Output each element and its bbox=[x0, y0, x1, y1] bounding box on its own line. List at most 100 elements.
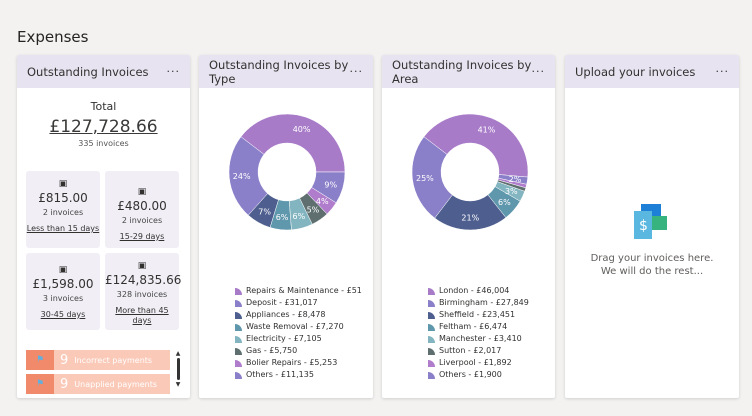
legend-item[interactable]: Electricity - £7,105 bbox=[235, 333, 362, 345]
donut-slice[interactable] bbox=[306, 187, 337, 215]
tile-amount: £815.00 bbox=[38, 191, 88, 205]
legend-item[interactable]: Manchester - £3,410 bbox=[428, 333, 529, 345]
tile-count: 2 invoices bbox=[42, 208, 84, 217]
legend-label: Sutton - £2,017 bbox=[439, 346, 502, 355]
legend-label: Electricity - £7,105 bbox=[246, 334, 322, 343]
donut-slice[interactable] bbox=[411, 136, 453, 219]
legend-item[interactable]: London - £46,004 bbox=[428, 285, 529, 297]
legend-item[interactable]: Appliances - £8,478 bbox=[235, 309, 362, 321]
donut-slice[interactable] bbox=[240, 113, 346, 173]
chart-legend: Repairs & Maintenance - £51 Deposit - £31… bbox=[235, 285, 362, 381]
legend-item[interactable]: Bolier Repairs - £5,253 bbox=[235, 357, 362, 369]
legend-label: Others - £11,135 bbox=[246, 370, 314, 379]
flag-icon: ⚑ bbox=[26, 374, 54, 394]
legend-label: Gas - £5,750 bbox=[246, 346, 298, 355]
tile-link[interactable]: Less than 15 days bbox=[26, 224, 100, 233]
more-options-icon[interactable]: ··· bbox=[349, 65, 363, 78]
legend-swatch bbox=[235, 323, 242, 331]
slice-label: 41% bbox=[478, 126, 496, 135]
legend-label: Sheffield - £23,451 bbox=[439, 310, 516, 319]
slice-label: 25% bbox=[416, 174, 434, 183]
legend-item[interactable]: Feltham - £6,474 bbox=[428, 321, 529, 333]
legend-item[interactable]: Others - £11,135 bbox=[235, 369, 362, 381]
slice-label: 24% bbox=[233, 172, 251, 181]
legend-label: Waste Removal - £7,270 bbox=[246, 322, 344, 331]
legend-label: Manchester - £3,410 bbox=[439, 334, 522, 343]
legend-label: Others - £1,900 bbox=[439, 370, 502, 379]
legend-item[interactable]: Waste Removal - £7,270 bbox=[235, 321, 362, 333]
legend-swatch bbox=[235, 371, 242, 379]
legend-item[interactable]: Birmingham - £27,849 bbox=[428, 297, 529, 309]
more-options-icon[interactable]: ··· bbox=[166, 65, 180, 78]
legend-swatch bbox=[428, 311, 435, 319]
legend-label: Appliances - £8,478 bbox=[246, 310, 326, 319]
legend-swatch bbox=[235, 347, 242, 355]
legend-swatch bbox=[235, 311, 242, 319]
legend-label: Feltham - £6,474 bbox=[439, 322, 508, 331]
slice-label: 2% bbox=[509, 175, 522, 184]
legend-item[interactable]: Liverpool - £1,892 bbox=[428, 357, 529, 369]
total-count: 335 invoices bbox=[78, 139, 129, 148]
legend-item[interactable]: Repairs & Maintenance - £51 bbox=[235, 285, 362, 297]
slice-label: 6% bbox=[498, 198, 511, 207]
alert-incorrect-payments[interactable]: ⚑ 9 Incorrect payments bbox=[26, 350, 170, 370]
tile-amount: £124,835.66 bbox=[105, 273, 182, 287]
slice-label: 7% bbox=[258, 208, 271, 217]
aging-tile: ▣ £124,835.66 328 invoices More than 45 day… bbox=[105, 253, 182, 330]
donut-slice[interactable] bbox=[423, 113, 529, 178]
flag-icon: ⚑ bbox=[26, 350, 54, 370]
svg-text:$: $ bbox=[639, 218, 648, 234]
slice-label: 5% bbox=[307, 205, 320, 214]
tile-link[interactable]: More than 45 days bbox=[115, 306, 169, 325]
tile-count: 328 invoices bbox=[116, 290, 168, 299]
legend-swatch bbox=[235, 335, 242, 343]
legend-label: Birmingham - £27,849 bbox=[439, 298, 529, 307]
legend-swatch bbox=[428, 287, 435, 295]
legend-label: Bolier Repairs - £5,253 bbox=[246, 358, 338, 367]
wallet-icon: ▣ bbox=[137, 261, 147, 271]
legend-swatch bbox=[428, 323, 435, 331]
slice-label: 6% bbox=[276, 213, 289, 222]
tile-link[interactable]: 30-45 days bbox=[40, 310, 86, 319]
legend-item[interactable]: Sutton - £2,017 bbox=[428, 345, 529, 357]
page-title: Expenses bbox=[17, 28, 89, 46]
alert-label: Incorrect payments bbox=[74, 355, 153, 365]
legend-swatch bbox=[235, 359, 242, 367]
alert-unapplied-payments[interactable]: ⚑ 9 Unapplied payments bbox=[26, 374, 170, 394]
upload-invoices-card[interactable]: Upload your invoices ··· $ Drag your invo… bbox=[565, 55, 739, 398]
donut-slice[interactable] bbox=[434, 194, 507, 231]
donut-slice[interactable] bbox=[247, 193, 279, 228]
slice-label: 6% bbox=[293, 212, 306, 221]
more-options-icon[interactable]: ··· bbox=[715, 65, 729, 78]
legend-item[interactable]: Others - £1,900 bbox=[428, 369, 529, 381]
legend-item[interactable]: Sheffield - £23,451 bbox=[428, 309, 529, 321]
donut-slice[interactable] bbox=[494, 181, 526, 202]
donut-slice[interactable] bbox=[311, 171, 346, 204]
legend-swatch bbox=[235, 287, 242, 295]
slice-label: 40% bbox=[293, 125, 311, 134]
aging-tile: ▣ £815.00 2 invoices Less than 15 days bbox=[26, 171, 100, 248]
chart-legend: London - £46,004 Birmingham - £27,849 Shef… bbox=[428, 285, 529, 381]
donut-slice[interactable] bbox=[299, 192, 328, 225]
slice-label: 3% bbox=[505, 187, 518, 196]
legend-item[interactable]: Deposit - £31,017 bbox=[235, 297, 362, 309]
tile-count: 2 invoices bbox=[121, 216, 163, 225]
donut-slice[interactable] bbox=[288, 197, 313, 231]
donut-slice[interactable] bbox=[228, 136, 268, 216]
tile-link[interactable]: 15-29 days bbox=[119, 232, 165, 241]
outstanding-invoices-card: Outstanding Invoices ··· Total £127,728.6… bbox=[17, 55, 190, 398]
legend-swatch bbox=[428, 335, 435, 343]
scrollbar[interactable]: ▲ ▼ bbox=[175, 350, 181, 388]
alert-label: Unapplied payments bbox=[74, 379, 158, 389]
aging-tile: ▣ £1,598.00 3 invoices 30-45 days bbox=[26, 253, 100, 330]
donut-slice[interactable] bbox=[269, 199, 292, 231]
donut-slice[interactable] bbox=[498, 174, 529, 185]
legend-item[interactable]: Gas - £5,750 bbox=[235, 345, 362, 357]
slice-label: 9% bbox=[324, 181, 337, 190]
total-amount-link[interactable]: £127,728.66 bbox=[49, 117, 158, 137]
donut-slice[interactable] bbox=[487, 186, 521, 218]
more-options-icon[interactable]: ··· bbox=[531, 65, 545, 78]
tile-amount: £480.00 bbox=[117, 199, 167, 213]
alert-count: 9 bbox=[60, 352, 69, 368]
donut-chart-type: 40%24%7%6% 6%5%4%9% bbox=[228, 113, 346, 231]
